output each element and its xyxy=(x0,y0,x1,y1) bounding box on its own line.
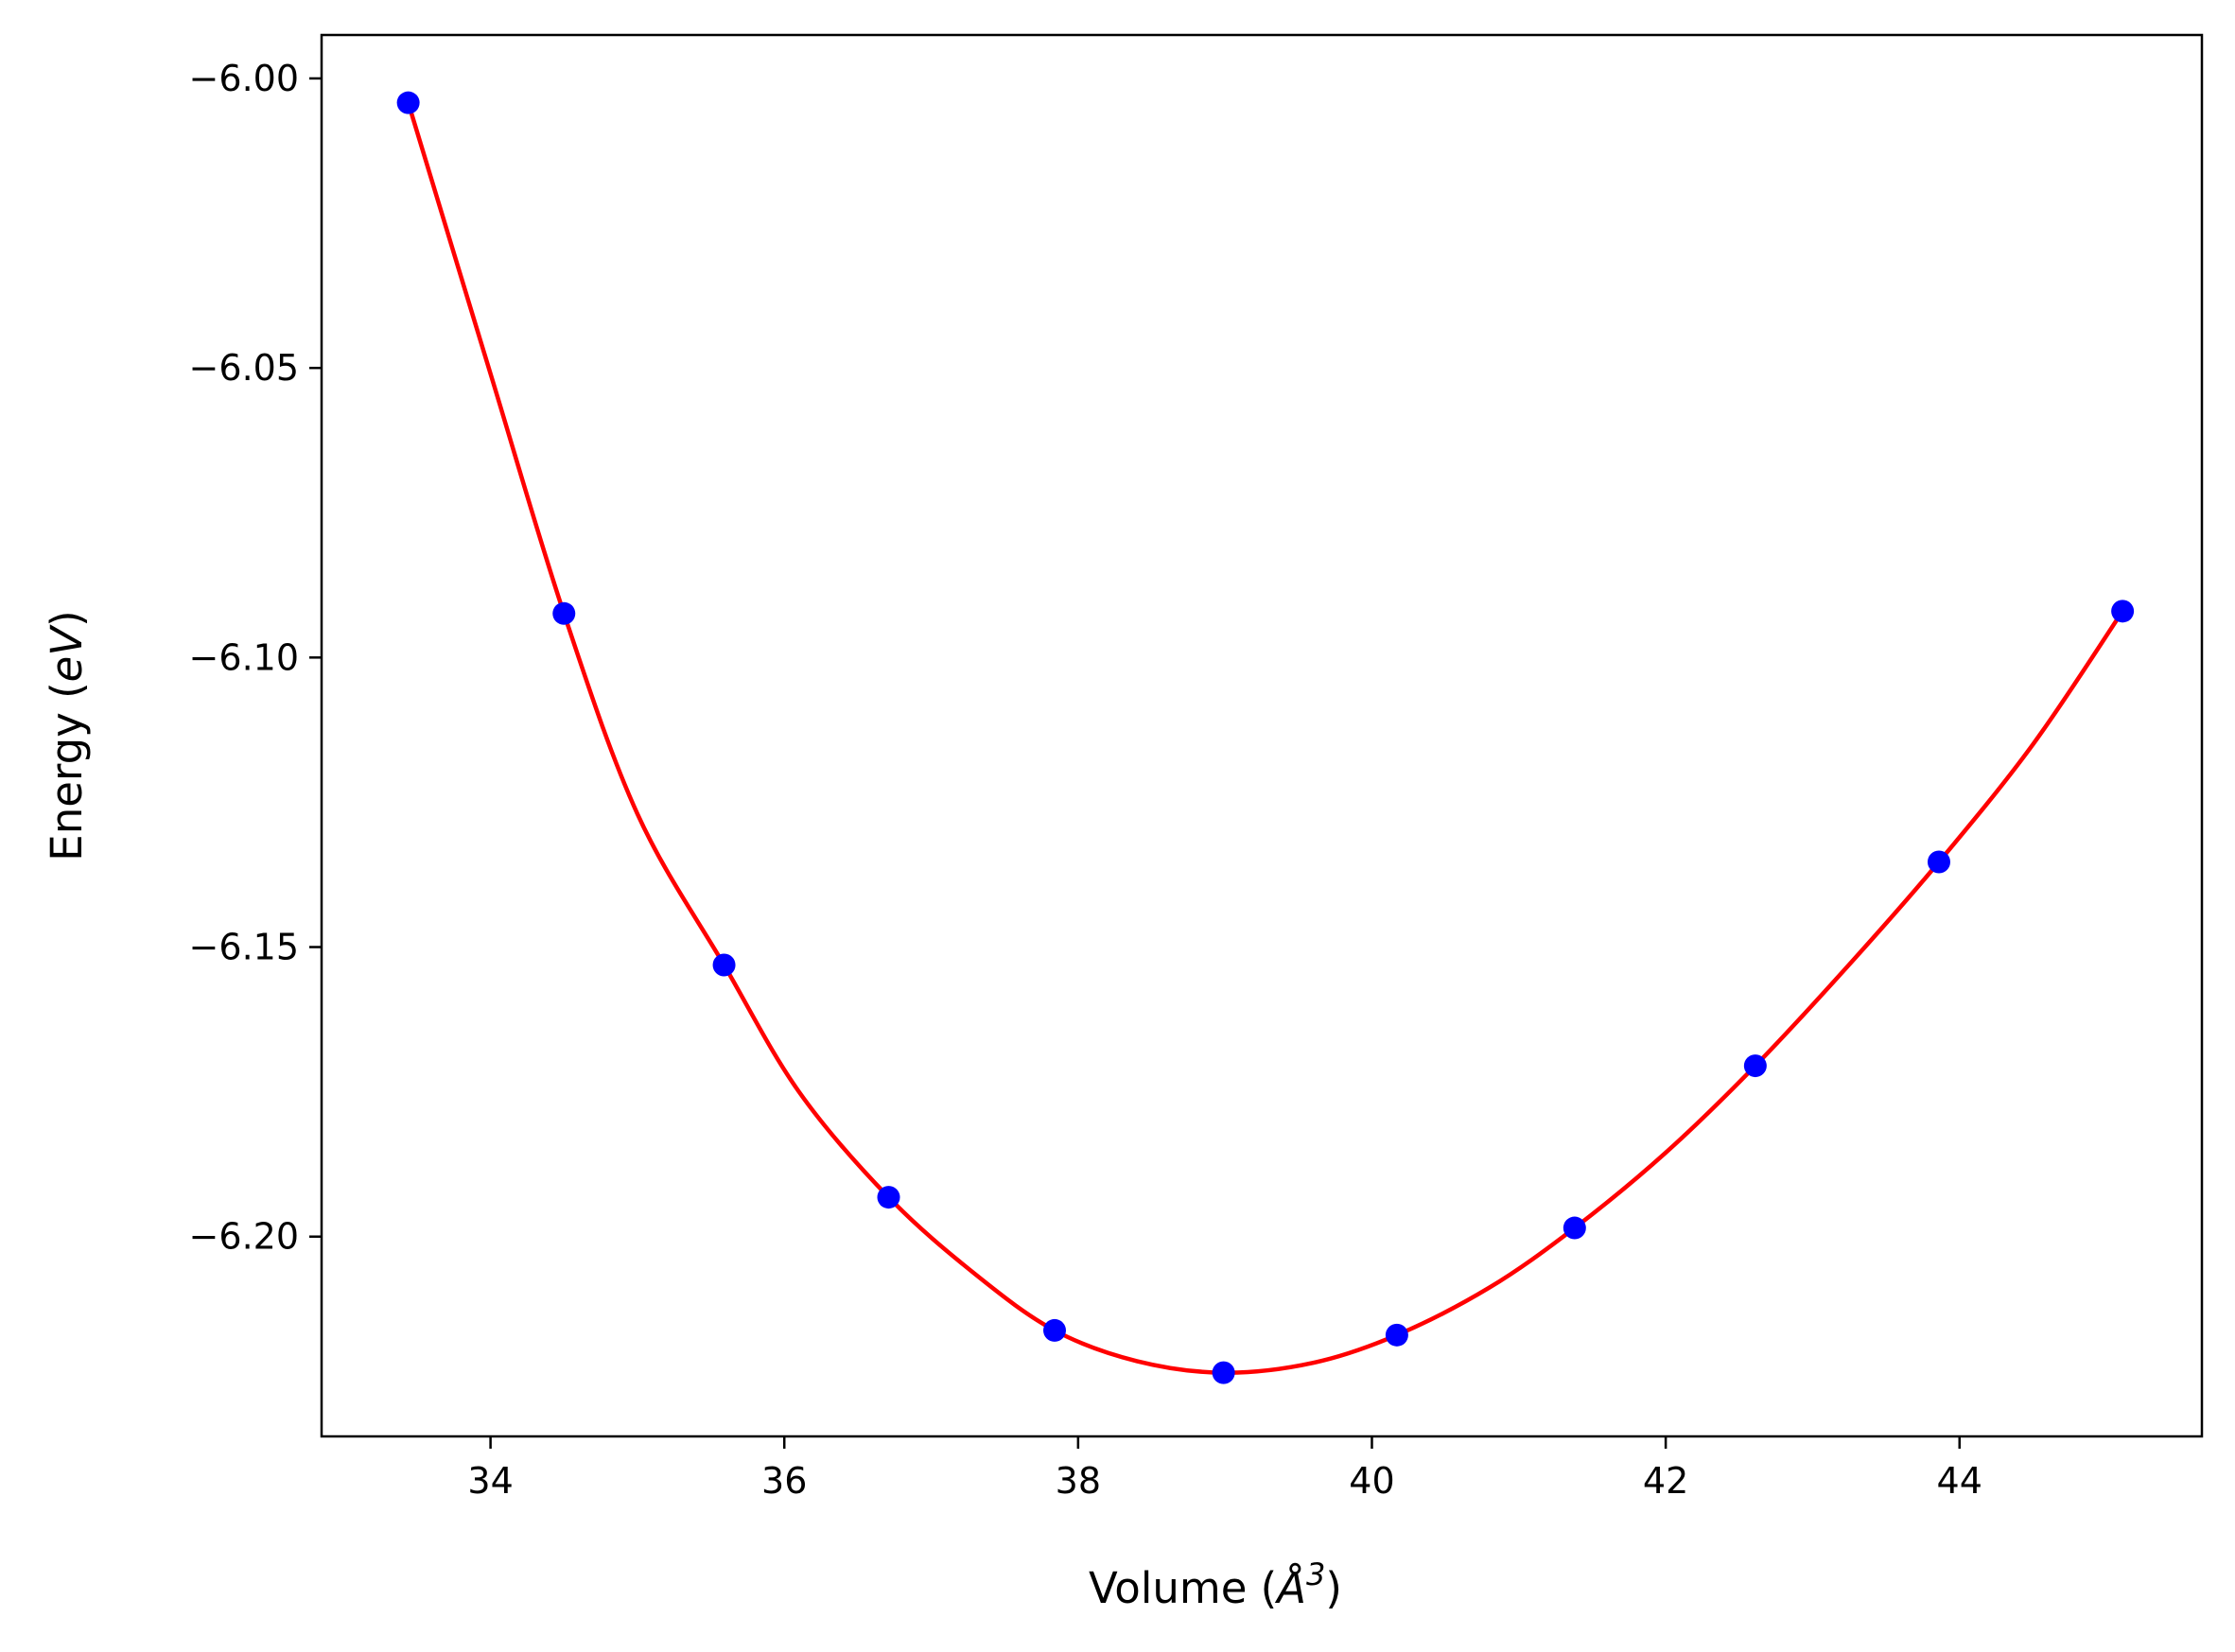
data-points xyxy=(396,91,2135,1384)
x-tick-label: 38 xyxy=(1056,1460,1101,1502)
data-point xyxy=(552,601,576,625)
axes-frame xyxy=(320,33,2204,1438)
y-tick-label: −6.10 xyxy=(189,636,299,678)
y-axis-ticks: −6.00 −6.05 −6.10 −6.15 −6.20 xyxy=(189,58,322,1258)
data-point xyxy=(1563,1216,1586,1240)
y-axis-label: Energy (eV) xyxy=(42,610,92,861)
data-point xyxy=(877,1186,900,1209)
x-axis-ticks: 34 36 38 40 42 44 xyxy=(467,1436,1982,1502)
y-tick-label: −6.20 xyxy=(189,1216,299,1258)
data-point xyxy=(1212,1361,1235,1384)
data-point xyxy=(1927,850,1950,874)
y-tick-label: −6.15 xyxy=(189,927,299,968)
x-tick-label: 40 xyxy=(1349,1460,1394,1502)
data-point xyxy=(1043,1318,1067,1342)
data-point xyxy=(396,91,420,114)
x-tick-label: 44 xyxy=(1937,1460,1982,1502)
x-tick-label: 42 xyxy=(1643,1460,1688,1502)
plot-area xyxy=(396,91,2135,1384)
data-point xyxy=(2111,600,2135,623)
fit-curve-line xyxy=(406,101,2124,1375)
x-tick-label: 34 xyxy=(467,1460,513,1502)
x-tick-label: 36 xyxy=(761,1460,807,1502)
data-point xyxy=(1743,1054,1767,1078)
y-tick-label: −6.00 xyxy=(189,58,299,99)
data-point xyxy=(1385,1323,1408,1347)
data-point xyxy=(712,953,736,977)
x-axis-label: Volume (Å3) xyxy=(1089,1556,1342,1613)
y-tick-label: −6.05 xyxy=(189,347,299,389)
